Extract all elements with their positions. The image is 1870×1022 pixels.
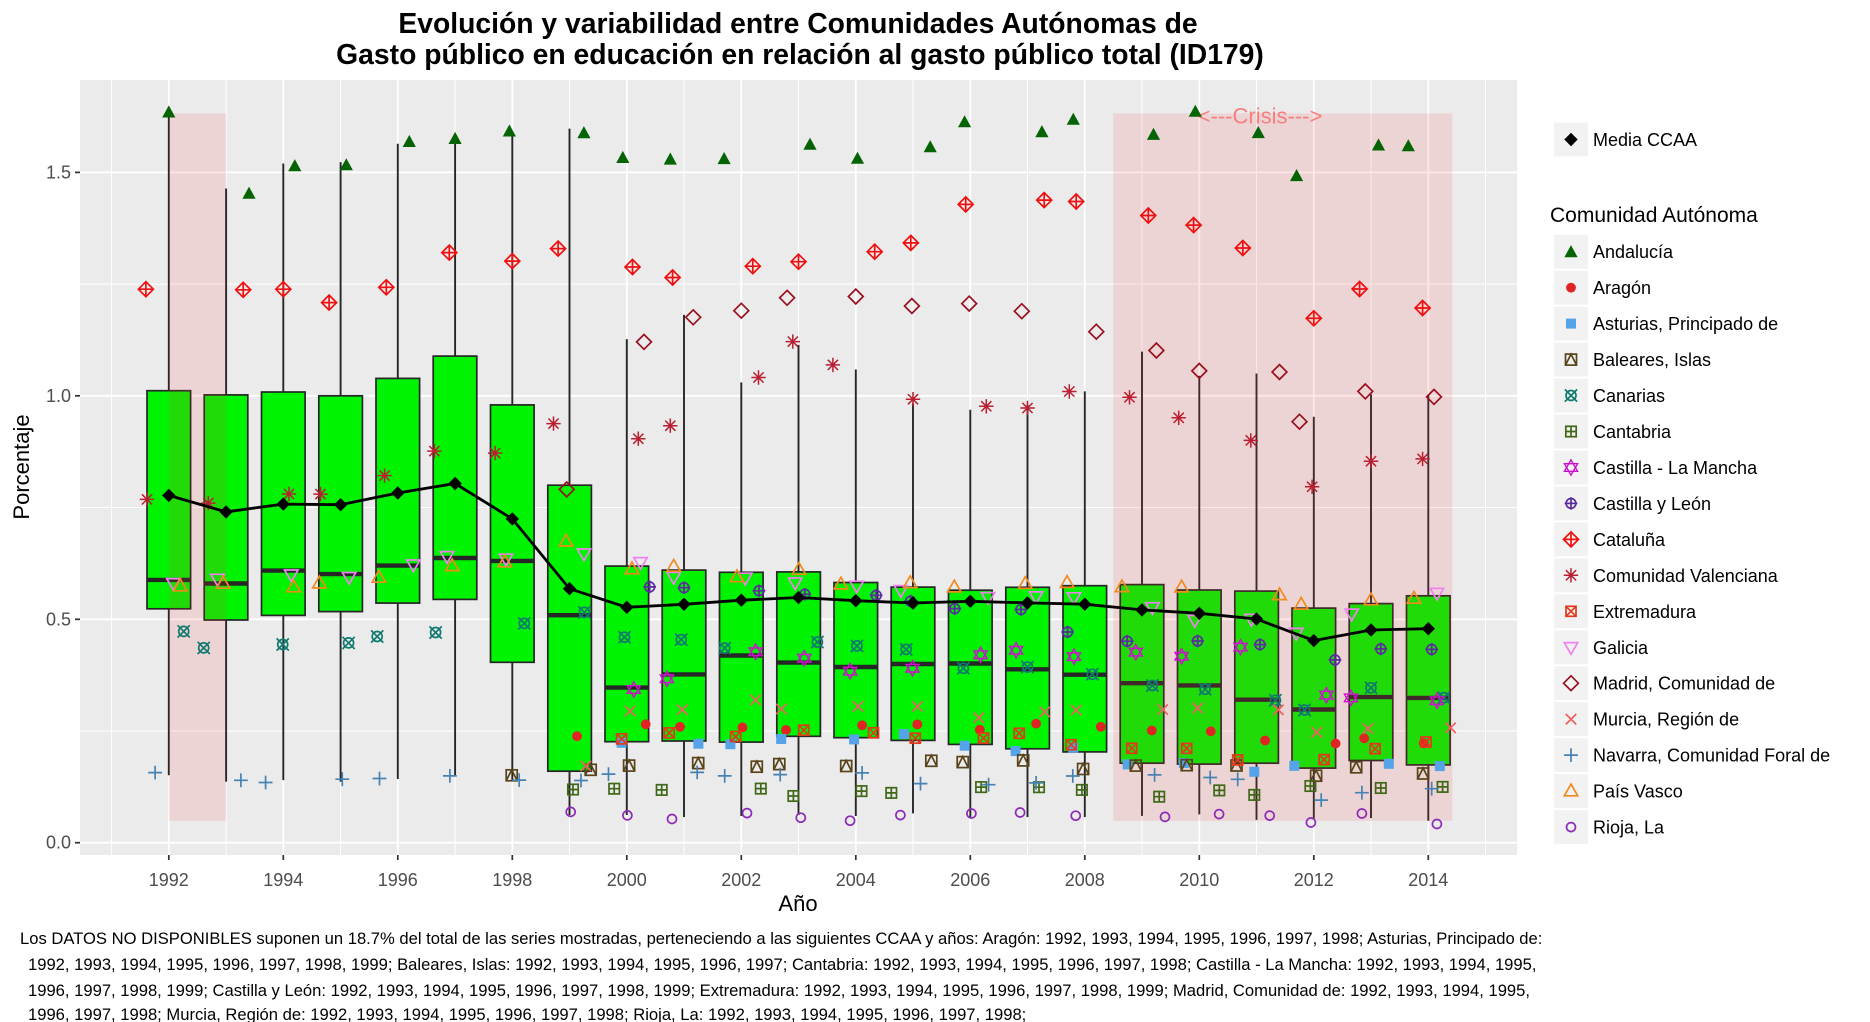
svg-text:Extremadura: Extremadura (1593, 602, 1697, 622)
svg-text:0.5: 0.5 (46, 609, 71, 629)
svg-text:2010: 2010 (1179, 870, 1219, 890)
svg-text:Castilla y León: Castilla y León (1593, 494, 1711, 514)
svg-text:2006: 2006 (950, 870, 990, 890)
svg-text:Comunidad Autónoma: Comunidad Autónoma (1550, 204, 1758, 227)
svg-text:Los DATOS NO DISPONIBLES supon: Los DATOS NO DISPONIBLES suponen un 18.7… (20, 929, 1542, 948)
svg-text:Navarra, Comunidad Foral de: Navarra, Comunidad Foral de (1593, 746, 1830, 766)
svg-text:2012: 2012 (1294, 870, 1334, 890)
svg-text:1996, 1997, 1998; Murcia, Regi: 1996, 1997, 1998; Murcia, Región de: 199… (28, 1005, 1026, 1022)
svg-text:Comunidad Valenciana: Comunidad Valenciana (1593, 566, 1779, 586)
svg-text:1.5: 1.5 (46, 162, 71, 182)
svg-text:Cataluña: Cataluña (1593, 530, 1666, 550)
svg-text:Rioja, La: Rioja, La (1593, 818, 1665, 838)
svg-text:Media CCAA: Media CCAA (1593, 130, 1697, 150)
svg-text:Asturias, Principado de: Asturias, Principado de (1593, 314, 1778, 334)
svg-text:Madrid, Comunidad de: Madrid, Comunidad de (1593, 674, 1775, 694)
svg-text:Galicia: Galicia (1593, 638, 1649, 658)
svg-text:1992, 1993, 1994, 1995, 1996,: 1992, 1993, 1994, 1995, 1996, 1997, 1998… (28, 955, 1536, 974)
svg-text:1.0: 1.0 (46, 386, 71, 406)
svg-text:Aragón: Aragón (1593, 278, 1651, 298)
svg-text:2002: 2002 (721, 870, 761, 890)
svg-text:0.0: 0.0 (46, 833, 71, 853)
svg-text:2000: 2000 (607, 870, 647, 890)
svg-text:Murcia, Región de: Murcia, Región de (1593, 710, 1739, 730)
svg-text:1992: 1992 (149, 870, 189, 890)
svg-text:Canarias: Canarias (1593, 386, 1665, 406)
svg-text:2008: 2008 (1065, 870, 1105, 890)
svg-text:1996: 1996 (378, 870, 418, 890)
svg-text:<---Crisis--->: <---Crisis---> (1198, 104, 1323, 129)
svg-text:Evolución y variabilidad entre: Evolución y variabilidad entre Comunidad… (398, 7, 1197, 39)
svg-text:1994: 1994 (263, 870, 303, 890)
svg-text:País Vasco: País Vasco (1593, 782, 1683, 802)
svg-text:1996, 1997, 1998, 1999; Castil: 1996, 1997, 1998, 1999; Castilla y León:… (28, 981, 1530, 1000)
svg-text:Cantabria: Cantabria (1593, 422, 1672, 442)
svg-text:Andalucía: Andalucía (1593, 242, 1674, 262)
svg-text:Gasto público en educación en: Gasto público en educación en relación a… (336, 38, 1264, 70)
svg-text:Porcentaje: Porcentaje (9, 414, 34, 519)
svg-text:Castilla - La Mancha: Castilla - La Mancha (1593, 458, 1758, 478)
svg-text:Año: Año (778, 891, 817, 916)
svg-text:1998: 1998 (492, 870, 532, 890)
svg-text:2004: 2004 (836, 870, 876, 890)
svg-text:2014: 2014 (1408, 870, 1448, 890)
svg-text:Baleares, Islas: Baleares, Islas (1593, 350, 1711, 370)
